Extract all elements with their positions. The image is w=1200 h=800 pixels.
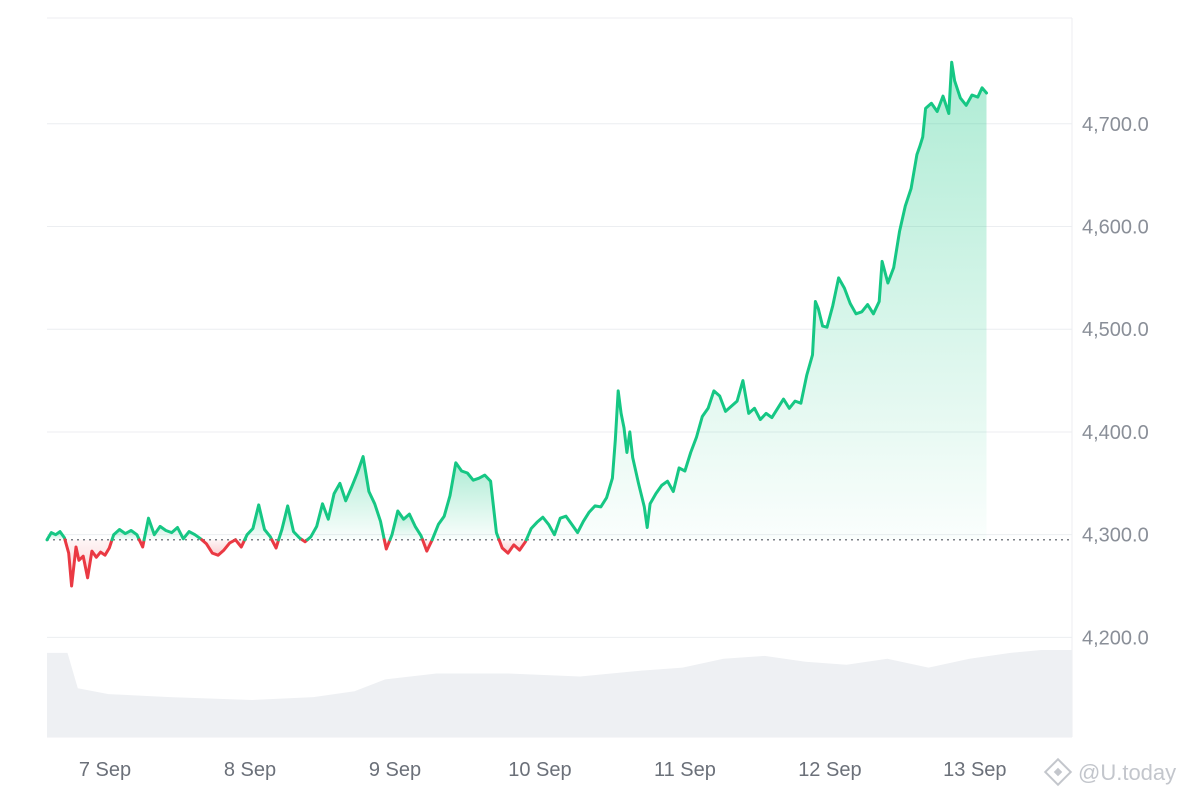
- x-tick-label: 13 Sep: [943, 759, 1006, 781]
- y-tick-label: 4,500.0: [1082, 319, 1149, 341]
- watermark-logo-icon: [1043, 757, 1073, 787]
- y-axis: 4,200.0 4,300.0 4,400.0 4,500.0 4,600.0 4,700…: [1082, 114, 1149, 650]
- volume-area: [47, 650, 1072, 737]
- area-above-baseline: [432, 462, 500, 540]
- line-segment-up: [305, 455, 386, 542]
- line-segment-down: [137, 538, 146, 549]
- watermark-text: @U.today: [1078, 760, 1176, 785]
- line-segment-up: [430, 461, 501, 542]
- y-tick-label: 4,600.0: [1082, 217, 1149, 239]
- x-axis: 7 Sep 8 Sep 9 Sep 10 Sep 11 Sep 12 Sep 13 Sep: [79, 759, 1007, 781]
- area-above-baseline: [526, 62, 987, 540]
- x-tick-label: 11 Sep: [654, 759, 716, 781]
- line-segment-up: [388, 509, 425, 542]
- line-segment-down: [382, 538, 392, 551]
- x-tick-label: 9 Sep: [369, 759, 421, 781]
- watermark: @U.today: [1043, 757, 1176, 787]
- line-segment-down: [421, 538, 434, 553]
- x-tick-label: 12 Sep: [798, 759, 861, 781]
- price-line: [45, 60, 988, 588]
- y-tick-label: 4,400.0: [1082, 422, 1149, 444]
- line-segment-up: [110, 528, 141, 542]
- line-segment-down: [234, 538, 247, 549]
- x-tick-label: 7 Sep: [79, 759, 131, 781]
- line-segment-up: [277, 504, 304, 542]
- line-segment-up: [524, 60, 988, 542]
- line-segment-up: [142, 516, 204, 542]
- line-segment-up: [45, 530, 67, 542]
- area-above-baseline: [390, 511, 423, 540]
- y-tick-label: 4,200.0: [1082, 627, 1149, 649]
- x-tick-label: 10 Sep: [508, 759, 571, 781]
- x-tick-label: 8 Sep: [224, 759, 276, 781]
- line-segment-up: [243, 503, 274, 542]
- y-tick-label: 4,300.0: [1082, 525, 1149, 547]
- line-segment-down: [200, 538, 237, 557]
- line-segment-down: [63, 538, 114, 588]
- area-below-baseline: [201, 539, 236, 556]
- line-segment-down: [497, 538, 528, 555]
- line-segment-down: [270, 538, 281, 550]
- price-fill: [47, 62, 987, 586]
- y-tick-label: 4,700.0: [1082, 114, 1149, 136]
